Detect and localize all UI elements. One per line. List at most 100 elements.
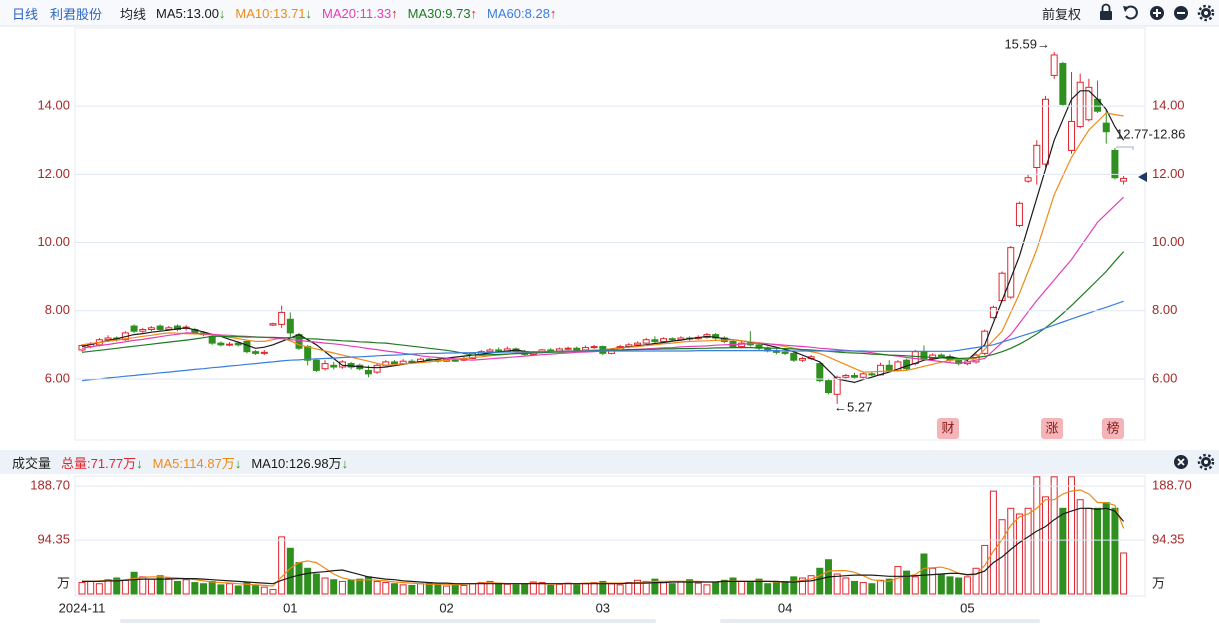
top-bar-bg	[0, 0, 1219, 26]
legend: MA5:13.00↓ MA10:13.71↓ MA20:11.33↑ MA30:9.7…	[146, 6, 556, 21]
candle-body	[1085, 86, 1093, 121]
volume-bar	[946, 576, 954, 595]
ma-line	[81, 251, 1125, 360]
candle-body	[1033, 144, 1041, 168]
x-tick-label: 05	[960, 600, 974, 615]
candle-body	[495, 349, 503, 352]
legend-trend: ↓	[341, 455, 349, 471]
volume-bar	[833, 573, 841, 595]
adjust[interactable]: 前复权	[1042, 6, 1082, 22]
candle-body	[660, 338, 668, 342]
volume-bar	[1015, 513, 1023, 595]
volume-bar	[798, 577, 806, 595]
legend-trend: ↓	[218, 5, 226, 21]
volume-bar	[607, 583, 615, 595]
volume-bar	[885, 578, 893, 595]
axes: 6.00 6.00 8.00 8.00 10.00 10.00 12.00 12.00 14.0…	[30, 98, 1192, 616]
candle-body	[590, 346, 598, 349]
candle-body	[1111, 149, 1119, 179]
candle-body	[321, 363, 329, 370]
legend-trend: ↑	[549, 5, 557, 21]
candle-body	[1024, 177, 1032, 182]
candle-body	[304, 346, 312, 361]
volume-bar	[113, 577, 121, 595]
ma-line	[81, 300, 1124, 382]
candle-body	[147, 327, 155, 330]
stock-name[interactable]: 利君股份	[50, 6, 103, 22]
volume-bar	[156, 575, 164, 595]
volume-bar	[165, 577, 173, 595]
scrollbar[interactable]	[720, 619, 1040, 623]
volume-bar	[95, 583, 103, 595]
volume-bar	[1076, 499, 1084, 595]
candle-body	[1068, 120, 1076, 151]
volume-bar	[877, 579, 885, 595]
volume-bar	[859, 582, 867, 595]
range-bracket	[1116, 146, 1134, 150]
ma-label[interactable]: 均线	[120, 6, 147, 22]
lock-icon[interactable]	[1100, 3, 1112, 21]
volume-bar	[981, 544, 989, 595]
volume-bar	[712, 581, 720, 595]
undo-icon[interactable]	[1123, 5, 1138, 20]
legend-trend: ↑	[391, 5, 398, 21]
candle-body	[868, 373, 876, 376]
x-tick-label: 03	[596, 600, 610, 615]
y-tick-label-right: 188.70	[1152, 478, 1192, 493]
volume-bar	[781, 580, 789, 595]
volume-bar	[234, 585, 242, 595]
candle-body	[390, 361, 398, 365]
period[interactable]: 日线	[12, 6, 39, 22]
close-icon[interactable]	[1174, 455, 1188, 469]
volume-bar	[304, 567, 312, 595]
candle-body	[981, 330, 989, 354]
volume-title: 成交量	[12, 455, 52, 471]
candle-body	[173, 325, 181, 330]
volume-bar	[1041, 496, 1049, 595]
volume-bar	[660, 582, 668, 595]
min-label: ←5.27	[834, 399, 872, 414]
zoom-in-icon[interactable]	[1150, 6, 1164, 20]
candle-body	[859, 373, 867, 378]
candle-body	[842, 375, 850, 378]
volume-bar	[269, 588, 277, 595]
volume-bar	[173, 580, 181, 595]
volume-bar	[668, 583, 676, 595]
volume-bar: 成交量 总量:71.77万↓ MA5:114.87万↓ MA10:126.98万↓	[0, 450, 1219, 474]
volume-bar	[625, 582, 633, 595]
y-tick-label: 12.00	[37, 166, 70, 181]
volume-bar	[87, 580, 95, 595]
volume-bar	[486, 580, 494, 595]
candle-body	[278, 311, 286, 325]
candle-body	[252, 351, 260, 354]
settings-icon[interactable]	[1197, 4, 1215, 22]
zoom-out-icon[interactable]	[1174, 6, 1188, 20]
candle-body	[564, 347, 572, 350]
candle-body	[851, 375, 859, 378]
volume-bar	[816, 567, 824, 595]
legend-label: MA30:9.73	[407, 5, 471, 21]
volume-bar	[963, 576, 971, 595]
x-tick-label: 02	[439, 600, 453, 615]
volume-bar	[929, 567, 937, 595]
candle-body	[989, 306, 997, 319]
volume-bar	[989, 490, 997, 595]
volume-bar	[694, 582, 702, 595]
volume-bar	[191, 582, 199, 595]
candle-body	[903, 359, 911, 370]
volume-bar	[894, 566, 902, 595]
volume-bar	[599, 580, 607, 595]
candle-body	[642, 339, 650, 344]
volume-bar	[920, 553, 928, 595]
candle-body	[668, 338, 676, 341]
main-plot	[78, 51, 1128, 404]
settings-icon[interactable]	[1197, 453, 1215, 471]
volume-bar	[1050, 476, 1058, 595]
y-tick-label-right: 8.00	[1152, 302, 1177, 317]
scrollbar[interactable]	[120, 619, 656, 623]
volume-bar	[555, 583, 563, 595]
candle-body	[651, 339, 659, 342]
volume-bar	[1085, 507, 1093, 595]
